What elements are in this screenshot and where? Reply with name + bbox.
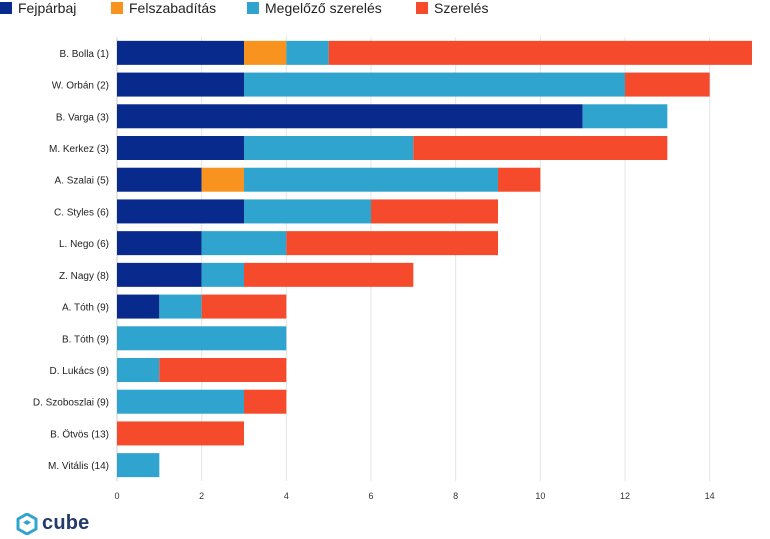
bar-szerelés-4 (498, 167, 541, 192)
bar-fejpárbaj-5 (117, 199, 244, 224)
bar-fejpárbaj-2 (117, 104, 583, 129)
category-label: B. Ötvös (13) (50, 428, 109, 440)
x-tick-label: 2 (199, 491, 204, 501)
x-tick-label: 8 (453, 491, 458, 501)
bar-szerelés-6 (286, 231, 498, 256)
category-label: L. Nego (6) (59, 239, 109, 250)
legend-swatch (416, 2, 428, 14)
bar-szerelés-10 (159, 358, 287, 382)
chart-legend: Fejpárbaj Felszabadítás Megelőző szerelés S… (0, 0, 770, 16)
legend-swatch (247, 2, 259, 14)
bar-megelőző-szerelés-6 (201, 231, 287, 256)
category-label: A. Tóth (9) (62, 303, 109, 314)
bar-szerelés-12 (117, 421, 244, 446)
bar-fejpárbaj-3 (117, 136, 244, 160)
bar-felszabadítás-4 (201, 167, 244, 192)
bar-fejpárbaj-7 (117, 262, 202, 287)
category-label: M. Vitális (14) (48, 461, 109, 472)
bar-szerelés-5 (371, 199, 498, 224)
cube-logo-text: cube (42, 512, 90, 534)
category-label: M. Kerkez (3) (49, 144, 109, 155)
category-label: A. Szalai (5) (55, 176, 109, 187)
bar-megelőző-szerelés-3 (244, 136, 414, 160)
bar-megelőző-szerelés-2 (582, 104, 668, 129)
category-label: Z. Nagy (8) (59, 271, 109, 282)
x-tick-label: 10 (535, 491, 545, 501)
bar-megelőző-szerelés-7 (201, 262, 244, 287)
bar-fejpárbaj-6 (117, 231, 202, 256)
category-label: B. Bolla (1) (60, 49, 109, 60)
bar-felszabadítás-0 (244, 40, 287, 65)
bar-megelőző-szerelés-0 (286, 40, 329, 65)
legend-swatch (0, 2, 12, 14)
bar-szerelés-0 (328, 40, 752, 65)
bar-fejpárbaj-4 (117, 167, 202, 192)
cube-logo: cube (16, 512, 89, 535)
category-label: D. Lukács (9) (50, 366, 109, 377)
bar-szerelés-3 (413, 136, 668, 160)
bar-szerelés-1 (625, 72, 710, 97)
bar-megelőző-szerelés-4 (244, 167, 498, 192)
legend-label: Fejpárbaj (18, 0, 77, 16)
bar-megelőző-szerelés-8 (159, 294, 202, 319)
bar-megelőző-szerelés-5 (244, 199, 371, 224)
category-label: C. Styles (6) (54, 207, 109, 218)
x-tick-label: 0 (114, 491, 119, 501)
x-tick-label: 6 (368, 491, 373, 501)
legend-item: Felszabadítás (111, 0, 216, 16)
bar-szerelés-8 (201, 294, 287, 319)
bar-fejpárbaj-0 (117, 40, 244, 65)
bar-megelőző-szerelés-11 (117, 389, 244, 414)
category-label: B. Tóth (9) (62, 334, 109, 345)
category-label: W. Orbán (2) (52, 81, 109, 92)
x-tick-label: 4 (284, 491, 289, 501)
legend-item: Fejpárbaj (0, 0, 76, 16)
bar-megelőző-szerelés-13 (117, 453, 160, 478)
bar-megelőző-szerelés-10 (117, 358, 160, 382)
legend-label: Megelőző szerelés (265, 0, 382, 16)
bar-megelőző-szerelés-9 (117, 326, 287, 351)
x-tick-label: 12 (620, 491, 630, 501)
legend-label: Szerelés (434, 0, 489, 16)
cube-logo-icon (16, 512, 38, 535)
legend-item: Szerelés (416, 0, 488, 16)
bar-szerelés-7 (244, 262, 414, 287)
bar-szerelés-11 (244, 389, 287, 414)
bar-fejpárbaj-8 (117, 294, 160, 319)
legend-item: Megelőző szerelés (247, 0, 382, 16)
bar-fejpárbaj-1 (117, 72, 244, 97)
category-label: B. Varga (3) (56, 112, 109, 123)
x-tick-label: 14 (705, 491, 715, 501)
category-label: D. Szoboszlai (9) (33, 398, 109, 409)
bar-megelőző-szerelés-1 (244, 72, 625, 97)
legend-label: Felszabadítás (129, 0, 217, 16)
legend-swatch (111, 2, 123, 14)
